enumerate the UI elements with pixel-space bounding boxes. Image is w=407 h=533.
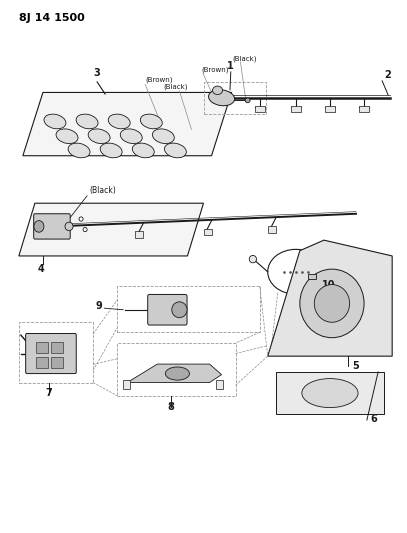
- Ellipse shape: [249, 255, 256, 263]
- Text: (Black): (Black): [89, 185, 116, 195]
- Text: 3: 3: [94, 68, 101, 78]
- Text: 8: 8: [167, 402, 174, 413]
- Bar: [255, 106, 265, 112]
- Ellipse shape: [300, 269, 364, 338]
- Ellipse shape: [164, 143, 186, 158]
- Ellipse shape: [88, 129, 110, 143]
- FancyBboxPatch shape: [148, 294, 187, 325]
- Text: 2: 2: [384, 70, 391, 80]
- Text: (Black): (Black): [232, 56, 257, 62]
- Text: 9: 9: [96, 301, 102, 311]
- Text: (Brown): (Brown): [145, 77, 173, 83]
- Ellipse shape: [79, 217, 83, 221]
- Text: 5: 5: [352, 361, 359, 372]
- Bar: [325, 106, 335, 112]
- Text: 8J 14 1500: 8J 14 1500: [19, 13, 85, 23]
- Bar: [117, 286, 260, 333]
- Polygon shape: [23, 92, 232, 156]
- FancyBboxPatch shape: [26, 334, 76, 374]
- Ellipse shape: [314, 285, 350, 322]
- Bar: [291, 106, 301, 112]
- Text: (Black): (Black): [163, 83, 188, 90]
- Ellipse shape: [68, 143, 90, 158]
- Bar: [359, 106, 369, 112]
- Bar: [204, 229, 212, 236]
- Text: 6: 6: [370, 414, 377, 424]
- Bar: [117, 343, 236, 395]
- Ellipse shape: [100, 143, 122, 158]
- Ellipse shape: [268, 249, 324, 294]
- Polygon shape: [268, 240, 392, 356]
- Text: 10: 10: [322, 280, 335, 289]
- Ellipse shape: [108, 114, 130, 129]
- Bar: [51, 342, 63, 353]
- Ellipse shape: [172, 302, 187, 318]
- Text: 4: 4: [37, 264, 44, 274]
- Bar: [36, 342, 48, 353]
- Ellipse shape: [152, 129, 174, 143]
- Polygon shape: [276, 372, 384, 414]
- Bar: [268, 226, 276, 233]
- Bar: [204, 82, 266, 114]
- Bar: [51, 357, 63, 368]
- Ellipse shape: [44, 114, 66, 129]
- Bar: [123, 380, 130, 390]
- Text: 7: 7: [46, 388, 53, 398]
- Ellipse shape: [76, 114, 98, 129]
- Ellipse shape: [212, 86, 223, 94]
- FancyBboxPatch shape: [34, 214, 70, 239]
- Ellipse shape: [140, 114, 162, 129]
- Bar: [19, 322, 93, 383]
- Bar: [216, 380, 223, 390]
- Ellipse shape: [56, 129, 78, 143]
- Ellipse shape: [302, 378, 358, 408]
- Text: (Brown): (Brown): [201, 66, 229, 73]
- Text: 1: 1: [228, 61, 234, 71]
- Ellipse shape: [245, 98, 250, 103]
- Bar: [36, 357, 48, 368]
- Ellipse shape: [208, 90, 234, 106]
- Ellipse shape: [120, 129, 142, 143]
- Ellipse shape: [83, 228, 87, 232]
- Polygon shape: [19, 203, 204, 256]
- Ellipse shape: [34, 221, 44, 232]
- Ellipse shape: [132, 143, 154, 158]
- Bar: [308, 274, 316, 279]
- Ellipse shape: [165, 367, 189, 380]
- Polygon shape: [127, 364, 221, 383]
- Ellipse shape: [65, 222, 73, 231]
- Bar: [135, 231, 143, 238]
